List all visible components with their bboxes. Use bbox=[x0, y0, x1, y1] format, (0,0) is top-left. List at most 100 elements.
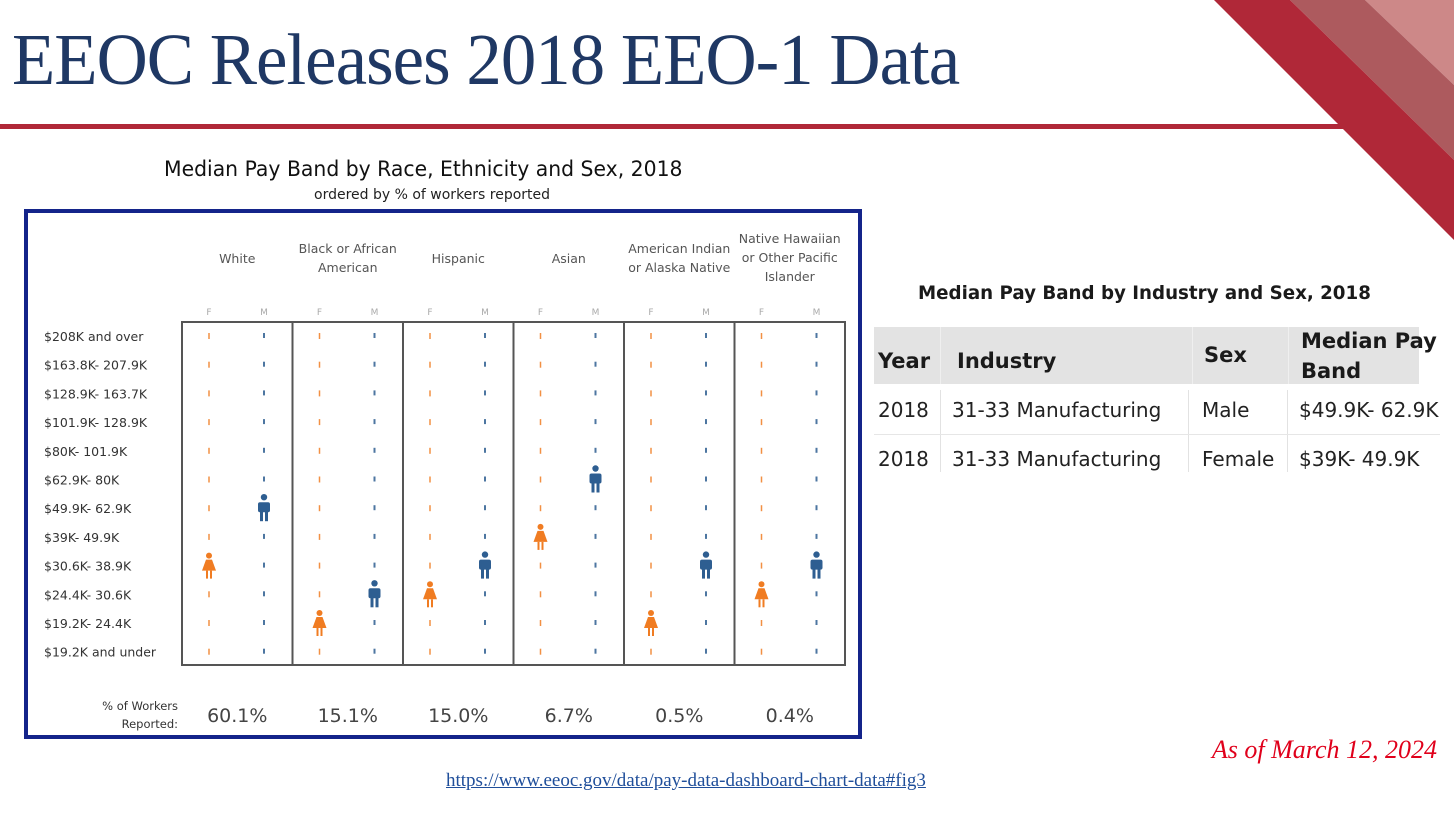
female-marker-dot bbox=[650, 648, 652, 655]
male-figure-icon bbox=[258, 502, 270, 513]
male-marker-dot bbox=[263, 419, 265, 425]
group-panel bbox=[512, 321, 625, 666]
female-marker-dot bbox=[760, 562, 763, 569]
pct-workers-value: 0.5% bbox=[655, 705, 703, 727]
female-marker-dot bbox=[208, 620, 210, 626]
female-marker-dot bbox=[539, 505, 542, 512]
male-figure-icon bbox=[370, 597, 374, 608]
female-marker-dot bbox=[429, 390, 431, 397]
female-marker-dot bbox=[318, 419, 321, 426]
female-marker-dot bbox=[760, 533, 763, 540]
table-row: 2018 31-33 Manufacturing Female $39K- 49… bbox=[874, 435, 1440, 471]
female-figure-icon bbox=[427, 581, 433, 588]
female-marker-dot bbox=[429, 361, 431, 368]
female-marker-dot bbox=[650, 419, 652, 426]
female-marker-dot bbox=[318, 648, 321, 655]
male-figure-icon bbox=[702, 551, 710, 558]
cell-sex: Female bbox=[1202, 447, 1275, 471]
pay-band-label: $39K- 49.9K bbox=[44, 530, 120, 545]
female-marker-dot bbox=[318, 476, 321, 483]
group-header: Native Hawaiian bbox=[739, 231, 841, 246]
female-marker-dot bbox=[208, 648, 210, 655]
female-marker-dot bbox=[539, 333, 542, 339]
male-marker-dot bbox=[705, 361, 707, 367]
cell-industry: 31-33 Manufacturing bbox=[952, 398, 1162, 422]
male-marker-dot bbox=[594, 390, 597, 396]
male-figure-icon bbox=[481, 568, 484, 579]
pay-band-pictogram: $208K and over $163.8K- 207.9K $128.9K- 16… bbox=[44, 231, 846, 731]
cell-year: 2018 bbox=[878, 398, 929, 422]
sex-label-female: F bbox=[538, 308, 543, 318]
female-marker-dot bbox=[650, 333, 652, 339]
pay-band-label: $163.8K- 207.9K bbox=[44, 358, 148, 373]
male-marker-dot bbox=[373, 333, 376, 338]
female-figure-icon bbox=[648, 610, 654, 616]
male-figure-icon bbox=[592, 465, 599, 472]
female-marker-dot bbox=[760, 447, 763, 454]
cell-year: 2018 bbox=[878, 447, 929, 471]
male-marker-dot bbox=[263, 361, 265, 367]
female-figure-icon bbox=[312, 617, 327, 628]
pay-band-label: $49.9K- 62.9K bbox=[44, 501, 132, 516]
male-marker-dot bbox=[263, 476, 265, 482]
female-figure-icon bbox=[537, 541, 540, 550]
female-marker-dot bbox=[208, 419, 210, 426]
column-divider bbox=[940, 390, 941, 472]
male-marker-dot bbox=[484, 505, 486, 511]
female-marker-dot bbox=[429, 562, 431, 569]
source-link[interactable]: https://www.eeoc.gov/data/pay-data-dashb… bbox=[446, 770, 926, 791]
female-marker-dot bbox=[650, 505, 652, 512]
female-marker-dot bbox=[760, 648, 763, 655]
female-marker-dot bbox=[208, 476, 210, 483]
male-marker-dot bbox=[815, 591, 818, 597]
column-divider bbox=[1288, 327, 1289, 384]
female-marker-dot bbox=[318, 447, 321, 454]
female-marker-dot bbox=[760, 620, 763, 626]
pct-workers-value: 60.1% bbox=[207, 705, 267, 727]
chart-title: Median Pay Band by Race, Ethnicity and S… bbox=[164, 157, 683, 181]
female-marker-dot bbox=[318, 333, 321, 339]
male-figure-icon bbox=[375, 597, 379, 608]
slide-title: EEOC Releases 2018 EEO-1 Data bbox=[12, 19, 960, 100]
male-marker-dot bbox=[373, 361, 376, 367]
male-figure-icon bbox=[591, 482, 595, 493]
male-marker-dot bbox=[594, 447, 597, 453]
female-marker-dot bbox=[318, 562, 321, 569]
male-marker-dot bbox=[815, 447, 818, 453]
female-marker-dot bbox=[539, 648, 542, 655]
header-sex: Sex bbox=[1204, 343, 1247, 367]
male-marker-dot bbox=[705, 333, 707, 338]
cell-sex: Male bbox=[1202, 398, 1250, 422]
female-marker-dot bbox=[539, 591, 542, 598]
male-marker-dot bbox=[484, 447, 486, 453]
cell-industry: 31-33 Manufacturing bbox=[952, 447, 1162, 471]
female-marker-dot bbox=[539, 620, 542, 626]
male-marker-dot bbox=[815, 419, 818, 425]
pay-band-label: $128.9K- 163.7K bbox=[44, 386, 148, 401]
pay-band-label: $101.9K- 128.9K bbox=[44, 415, 148, 430]
female-figure-icon bbox=[320, 628, 323, 636]
chart-subtitle: ordered by % of workers reported bbox=[314, 187, 551, 203]
sex-label-male: M bbox=[702, 308, 710, 318]
pay-band-label: $208K and over bbox=[44, 329, 144, 344]
male-marker-dot bbox=[815, 333, 818, 338]
male-marker-dot bbox=[705, 419, 707, 425]
female-marker-dot bbox=[208, 447, 210, 454]
group-header: American Indian bbox=[628, 241, 730, 256]
female-marker-dot bbox=[760, 419, 763, 426]
male-marker-dot bbox=[815, 505, 818, 511]
male-marker-dot bbox=[594, 591, 597, 597]
male-marker-dot bbox=[594, 419, 597, 425]
female-figure-icon bbox=[206, 552, 212, 559]
female-marker-dot bbox=[429, 620, 431, 626]
group-header: Hispanic bbox=[432, 251, 485, 266]
female-marker-dot bbox=[208, 591, 210, 598]
female-marker-dot bbox=[760, 390, 763, 397]
female-marker-dot bbox=[650, 533, 652, 540]
pct-workers-label: % of Workers bbox=[102, 699, 178, 713]
female-marker-dot bbox=[539, 562, 542, 569]
male-marker-dot bbox=[594, 562, 597, 568]
male-marker-dot bbox=[815, 476, 818, 482]
sex-label-female: F bbox=[648, 308, 653, 318]
sex-label-male: M bbox=[260, 308, 268, 318]
